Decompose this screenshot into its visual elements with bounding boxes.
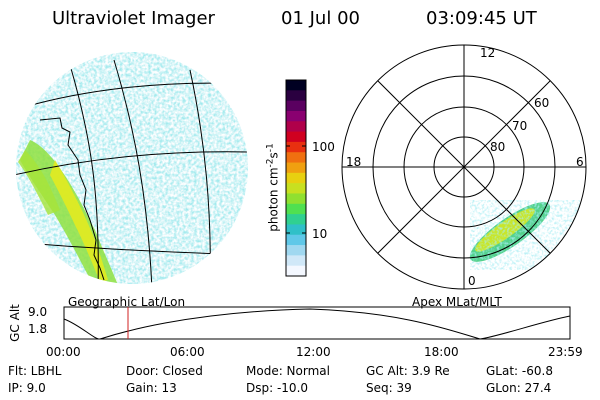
- footer-door: Door: Closed: [126, 364, 203, 378]
- polar-caption: Apex MLat/MLT: [412, 295, 502, 309]
- colorbar-swatch: [286, 214, 306, 225]
- footer-dsp: Dsp: -10.0: [246, 381, 309, 395]
- colorbar-swatch: [286, 203, 306, 215]
- timeline-ytick-max: 9.0: [28, 305, 48, 319]
- colorbar-swatch: [286, 100, 306, 112]
- timeline-xtick-3: 18:00: [424, 345, 459, 359]
- polar-lat-label-70: 70: [512, 119, 528, 133]
- colorbar-swatch: [286, 224, 306, 236]
- footer-ip: IP: 9.0: [8, 381, 46, 395]
- colorbar-swatch: [286, 141, 306, 153]
- footer-filter: Flt: LBHL: [8, 364, 62, 378]
- colorbar-swatch: [286, 121, 306, 133]
- colorbar-swatch: [286, 152, 306, 164]
- polar-lat-label-60: 60: [534, 96, 550, 110]
- colorbar-swatch: [286, 255, 306, 267]
- colorbar-swatch: [286, 234, 306, 246]
- timeline-xtick-2: 12:00: [296, 345, 331, 359]
- polar-hour-label-12: 12: [480, 46, 496, 60]
- colorbar-swatch: [286, 265, 306, 277]
- colorbar-swatch: [286, 245, 306, 256]
- timeline-xtick-4: 23:59: [548, 345, 583, 359]
- polar-hour-label-6: 6: [576, 155, 584, 169]
- colorbar-swatch: [286, 162, 306, 174]
- colorbar-swatch: [286, 172, 306, 184]
- colorbar-swatch: [286, 80, 306, 91]
- colorbar-swatch: [286, 131, 306, 143]
- timeline-ylabel: GC Alt: [8, 304, 22, 342]
- footer-mode: Mode: Normal: [246, 364, 330, 378]
- colorbar-swatch: [286, 110, 306, 122]
- footer-seq: Seq: 39: [366, 381, 412, 395]
- timeline-xtick-0: 00:00: [46, 345, 81, 359]
- colorbar-swatch: [286, 183, 306, 194]
- instrument-title: Ultraviolet Imager: [52, 8, 215, 29]
- timeline-xtick-1: 06:00: [170, 345, 205, 359]
- footer-glat: GLat: -60.8: [486, 364, 553, 378]
- polar-hour-label-18: 18: [346, 155, 362, 169]
- geographic-caption: Geographic Lat/Lon: [68, 295, 186, 309]
- polar-lat-label-80: 80: [490, 140, 506, 154]
- timeline-ytick-min: 1.8: [28, 322, 48, 336]
- footer-gc-alt: GC Alt: 3.9 Re: [366, 364, 450, 378]
- time-label: 03:09:45 UT: [426, 8, 537, 29]
- polar-hour-label-0: 0: [468, 274, 476, 288]
- footer-glon: GLon: 27.4: [486, 381, 552, 395]
- colorbar-tick-100: 100: [312, 140, 335, 154]
- colorbar-swatch: [286, 193, 306, 205]
- colorbar-tick-10: 10: [312, 227, 328, 241]
- footer-gain: Gain: 13: [126, 381, 177, 395]
- colorbar-swatch: [286, 90, 306, 102]
- date-label: 01 Jul 00: [281, 8, 360, 29]
